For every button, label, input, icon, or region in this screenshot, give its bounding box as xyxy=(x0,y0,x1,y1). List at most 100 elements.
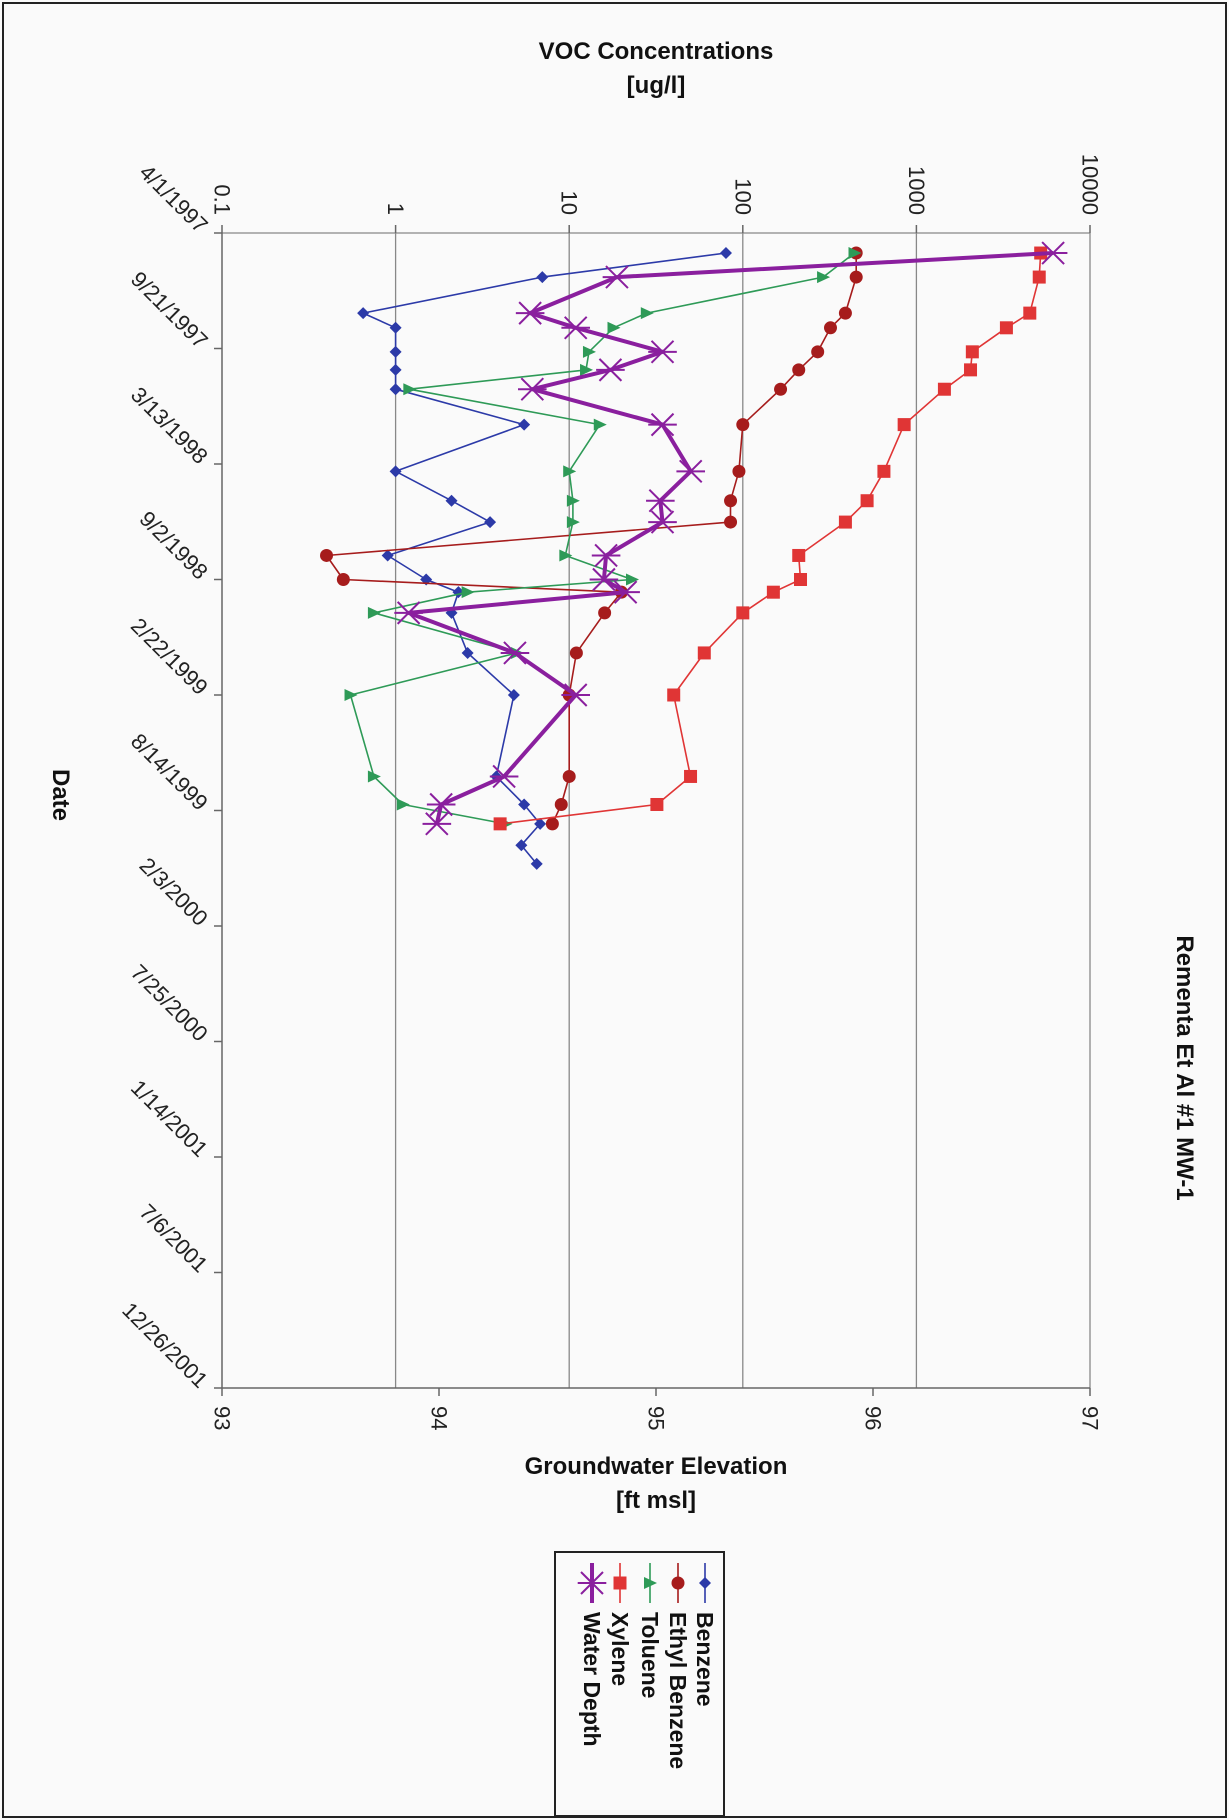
point-xylene xyxy=(766,585,780,599)
point-benzene xyxy=(461,646,474,659)
point-ethyl-benzene xyxy=(320,548,334,562)
legend-label: Toluene xyxy=(637,1612,663,1698)
series-layer xyxy=(320,241,1068,870)
axes: 0.1 1 10 100 1000 10000 93 94 95 96 97 4/1/1997 9/21… xyxy=(117,154,1102,1431)
gridlines xyxy=(222,232,1091,1388)
date-axis-tick-label: 9/2/1998 xyxy=(135,506,213,584)
log-axis-tick-label-group: 1 xyxy=(383,203,408,215)
point-ethyl-benzene xyxy=(724,515,738,529)
point-toluene xyxy=(848,247,862,260)
chart-title: Rementa Et Al #1 MW-1 xyxy=(1171,935,1198,1200)
point-benzene xyxy=(518,418,531,431)
legend-label: Xylene xyxy=(607,1612,633,1686)
legend-label-group: Xylene xyxy=(607,1612,633,1686)
legend-label-group: Ethyl Benzene xyxy=(665,1612,691,1769)
log-axis-tick-label: 10 xyxy=(557,191,582,215)
point-ethyl-benzene xyxy=(545,817,559,831)
left-axis-title-line1: VOC Concentrations xyxy=(539,38,774,65)
point-xylene xyxy=(964,363,978,377)
point-water-depth xyxy=(561,683,591,707)
point-water-depth xyxy=(489,764,519,789)
date-axis-tick-label-group: 1/14/2001 xyxy=(126,1075,213,1162)
log-axis-tick-label: 10000 xyxy=(1078,154,1103,215)
point-water-depth xyxy=(422,812,452,836)
point-xylene xyxy=(860,494,874,508)
point-toluene xyxy=(403,383,417,396)
legend-item-xylene: Xylene xyxy=(607,1563,633,1686)
point-xylene xyxy=(684,769,698,783)
point-ethyl-benzene xyxy=(823,321,837,335)
point-ethyl-benzene xyxy=(792,363,806,377)
point-xylene xyxy=(937,382,951,396)
date-axis-tick-label: 4/1/1997 xyxy=(135,160,213,238)
log-axis-tick-label: 1 xyxy=(383,203,408,215)
elevation-axis-tick-label-group: 94 xyxy=(427,1406,452,1430)
legend-box xyxy=(554,1551,725,1817)
legend-label: Ethyl Benzene xyxy=(665,1612,691,1769)
point-water-depth xyxy=(602,265,632,289)
point-benzene xyxy=(484,516,497,529)
date-axis-tick-label-group: 9/2/1998 xyxy=(135,506,213,584)
legend-item-water-depth: Water Depth xyxy=(577,1563,607,1747)
point-ethyl-benzene xyxy=(336,573,350,586)
point-benzene xyxy=(389,383,402,396)
legend-swatch-marker xyxy=(671,1576,685,1590)
date-axis-tick-label-group: 4/1/1997 xyxy=(135,160,213,238)
point-ethyl-benzene xyxy=(569,646,583,660)
point-toluene xyxy=(396,798,410,811)
point-benzene xyxy=(389,363,402,376)
point-toluene xyxy=(367,770,381,783)
date-axis-tick-label: 2/22/1999 xyxy=(126,613,213,700)
point-xylene xyxy=(1023,306,1037,320)
point-xylene xyxy=(965,345,979,359)
date-axis-tick-label: 1/14/2001 xyxy=(126,1075,213,1162)
legend-item-benzene: Benzene xyxy=(692,1563,718,1707)
point-benzene xyxy=(536,271,549,284)
point-water-depth xyxy=(426,792,456,817)
point-xylene xyxy=(1032,270,1046,284)
point-ethyl-benzene xyxy=(811,345,825,359)
point-water-depth xyxy=(648,340,677,364)
log-axis-tick-label-group: 0.1 xyxy=(210,184,235,215)
point-toluene xyxy=(566,494,580,507)
point-toluene xyxy=(563,465,577,478)
legend-swatch-marker xyxy=(613,1576,627,1590)
date-axis-tick-label: 7/6/2001 xyxy=(135,1199,213,1277)
point-water-depth xyxy=(596,358,625,382)
series-line-water-depth xyxy=(406,251,1054,825)
x-axis-title-group: Date xyxy=(47,769,74,821)
point-xylene xyxy=(999,321,1013,335)
log-axis-tick-label-group: 100 xyxy=(730,178,755,215)
series-line-toluene xyxy=(349,252,855,825)
point-toluene xyxy=(461,586,475,599)
elevation-axis-tick-label: 96 xyxy=(861,1406,886,1430)
point-water-depth xyxy=(648,412,677,437)
point-toluene xyxy=(344,689,358,701)
date-axis-tick-label: 12/26/2001 xyxy=(117,1297,213,1393)
date-axis-tick-label-group: 7/25/2000 xyxy=(126,959,213,1046)
elevation-axis-tick-label-group: 97 xyxy=(1078,1406,1103,1430)
point-water-depth xyxy=(611,580,640,604)
point-xylene xyxy=(667,688,681,702)
point-benzene xyxy=(389,465,402,478)
point-water-depth xyxy=(676,459,706,484)
legend-label: Water Depth xyxy=(579,1612,605,1747)
date-axis-tick-label-group: 7/6/2001 xyxy=(135,1199,213,1277)
point-ethyl-benzene xyxy=(838,306,852,320)
point-water-depth xyxy=(500,641,530,665)
point-water-depth xyxy=(518,377,547,401)
point-benzene xyxy=(389,321,402,334)
series-water-depth xyxy=(394,241,1068,836)
point-water-depth xyxy=(646,489,675,513)
point-benzene xyxy=(357,307,370,320)
elevation-axis-tick-label: 94 xyxy=(427,1406,452,1430)
point-water-depth xyxy=(394,601,423,625)
point-ethyl-benzene xyxy=(724,494,738,508)
log-axis-tick-label: 1000 xyxy=(904,166,929,215)
point-water-depth xyxy=(515,301,545,325)
point-water-depth xyxy=(1038,241,1068,265)
legend-label-group: Water Depth xyxy=(579,1612,605,1747)
point-water-depth xyxy=(648,510,677,534)
point-ethyl-benzene xyxy=(849,270,863,284)
